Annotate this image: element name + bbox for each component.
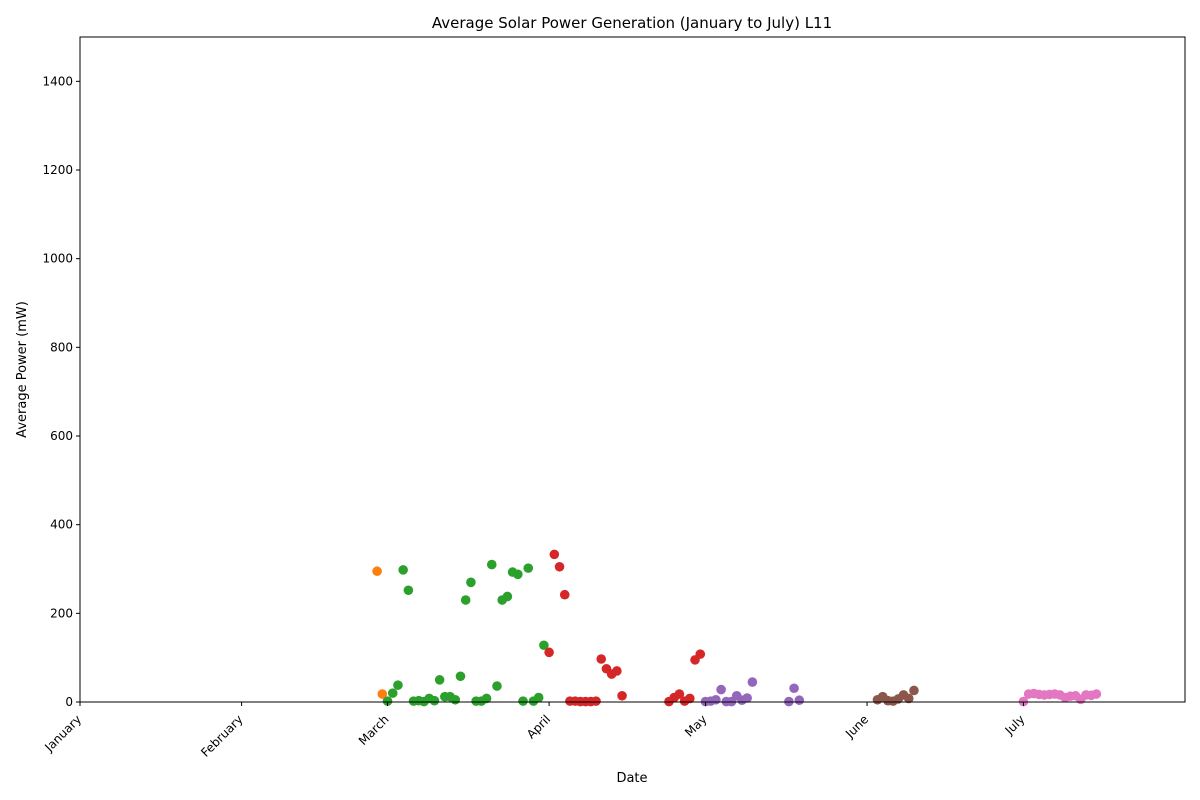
- x-tick-label: July: [1002, 712, 1028, 738]
- data-point: [539, 640, 549, 651]
- data-point: [382, 696, 393, 706]
- data-point: [372, 566, 382, 577]
- series-1: [382, 559, 549, 707]
- data-point: [387, 688, 398, 698]
- data-point: [909, 685, 919, 696]
- x-axis-title: Date: [616, 771, 647, 786]
- data-point: [450, 694, 461, 705]
- data-point: [377, 689, 388, 699]
- y-tick-label: 1200: [42, 163, 73, 177]
- plot-frame: [79, 36, 1186, 703]
- data-point: [596, 654, 607, 664]
- data-point: [393, 680, 403, 690]
- data-point: [455, 671, 466, 682]
- data-point: [903, 693, 914, 704]
- data-point: [711, 694, 721, 705]
- data-point: [518, 696, 528, 706]
- y-axis-title: Average Power (mW): [15, 301, 30, 438]
- data-point: [533, 692, 544, 703]
- x-tick-label: February: [198, 712, 246, 760]
- data-point: [492, 681, 502, 691]
- data-point: [674, 689, 685, 699]
- x-tick-label: April: [524, 712, 553, 741]
- data-point: [398, 565, 408, 575]
- data-points: [372, 549, 1102, 707]
- data-point: [513, 569, 523, 580]
- x-tick-label: March: [356, 712, 392, 748]
- y-tick-label: 1000: [42, 252, 73, 266]
- x-tick-label: May: [682, 712, 709, 739]
- data-point: [403, 585, 414, 596]
- data-point: [794, 695, 805, 706]
- y-tick-label: 200: [50, 606, 73, 620]
- y-tick-label: 800: [50, 340, 73, 354]
- data-point: [481, 693, 492, 704]
- x-tick-label: June: [842, 712, 871, 741]
- data-point: [460, 595, 471, 605]
- y-tick-label: 600: [50, 429, 73, 443]
- data-point: [544, 647, 554, 658]
- data-point: [591, 696, 601, 706]
- series-2: [544, 549, 706, 707]
- series-4: [872, 685, 919, 706]
- data-point: [554, 561, 565, 572]
- y-tick-label: 400: [50, 518, 73, 532]
- data-point: [685, 693, 695, 704]
- data-point: [742, 693, 752, 703]
- y-axis: 0 200 400 600 800 1000 1200 1400: [42, 74, 80, 709]
- data-point: [747, 677, 758, 687]
- data-point: [716, 684, 726, 695]
- y-tick-label: 1400: [42, 74, 73, 88]
- data-point: [466, 577, 476, 588]
- data-point: [502, 591, 513, 602]
- data-point: [434, 675, 445, 685]
- y-tick-label: 0: [65, 695, 73, 709]
- x-axis: January February March April May June July: [41, 702, 1028, 760]
- data-point: [617, 690, 627, 701]
- series-5: [1018, 688, 1102, 707]
- data-point: [789, 683, 799, 694]
- data-point: [429, 695, 440, 706]
- chart-title: Average Solar Power Generation (January …: [432, 14, 832, 32]
- data-point: [559, 589, 570, 600]
- data-point: [612, 666, 622, 676]
- data-point: [1091, 689, 1102, 699]
- data-point: [695, 649, 706, 659]
- data-point: [549, 549, 560, 560]
- series-0: [372, 566, 388, 699]
- data-point: [523, 563, 534, 573]
- x-tick-label: January: [41, 712, 84, 755]
- data-point: [486, 559, 497, 570]
